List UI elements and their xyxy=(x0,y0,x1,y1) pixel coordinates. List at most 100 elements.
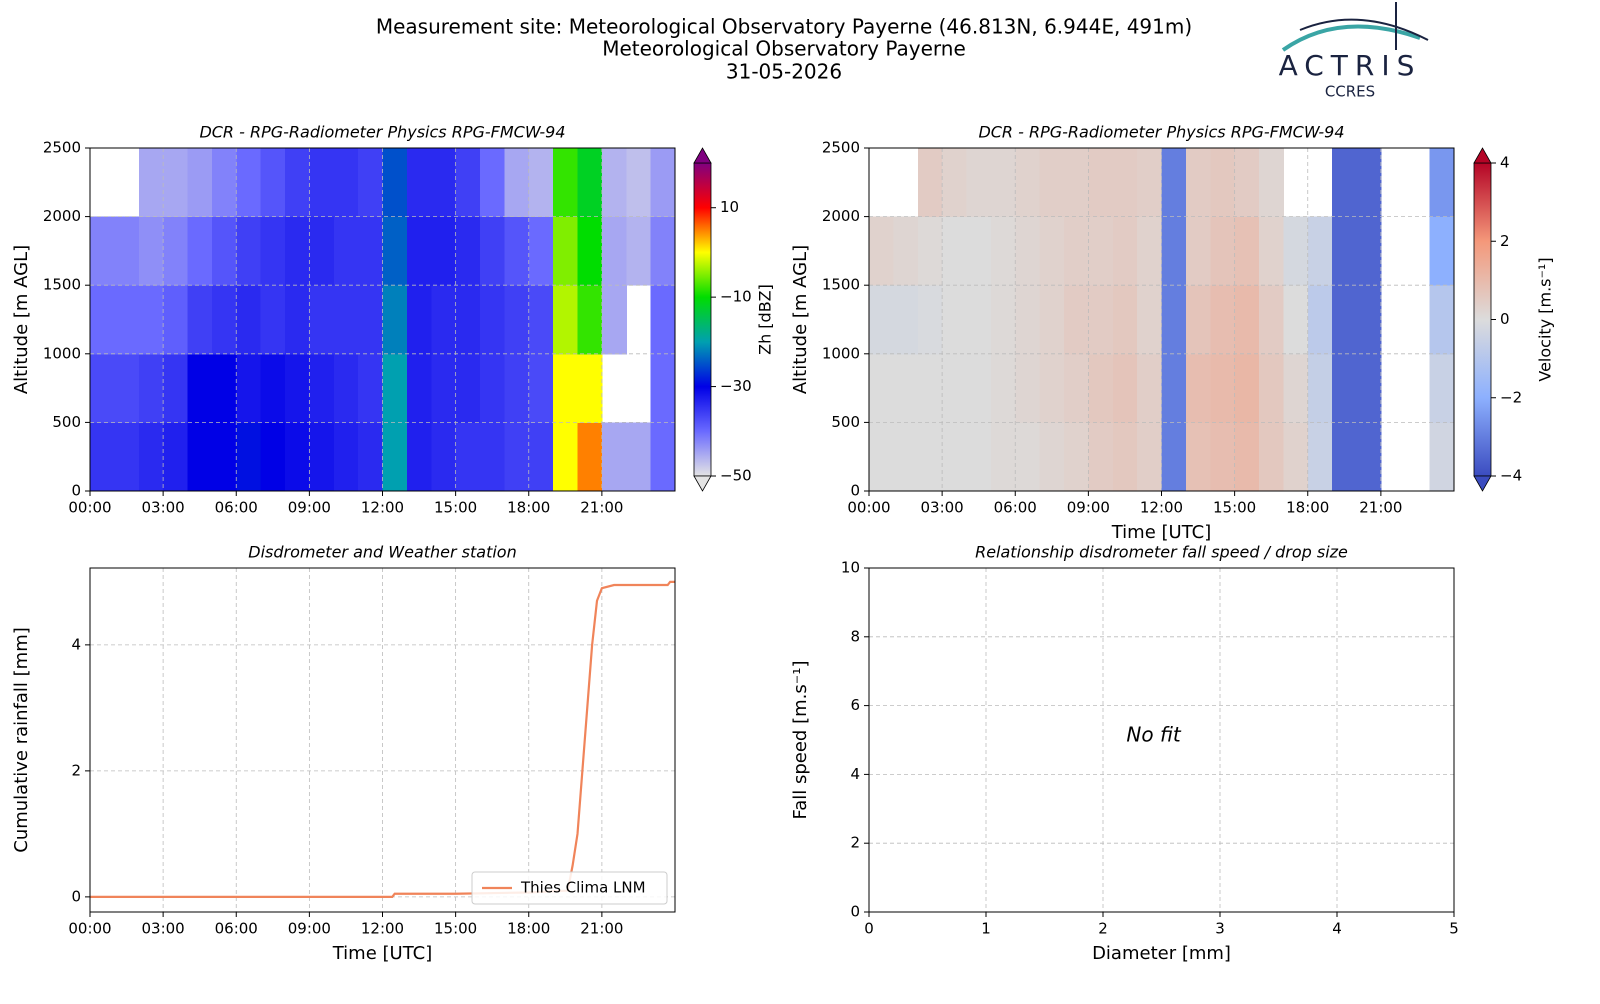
heatmap-cell xyxy=(358,285,383,355)
heatmap-cell xyxy=(1015,285,1041,355)
heatmap-cell xyxy=(1356,422,1382,492)
heatmap-cell xyxy=(1161,422,1187,492)
heatmap-cell xyxy=(431,285,457,355)
y-tick-label: 500 xyxy=(831,413,860,431)
colorbar-extend xyxy=(693,147,712,164)
x-tick-label: 3 xyxy=(1215,920,1225,938)
axes-frame xyxy=(89,567,676,913)
x-tick-label: 06:00 xyxy=(215,499,258,517)
heatmap-cell xyxy=(455,148,481,218)
heatmap-cell xyxy=(358,216,383,286)
heatmap-cell xyxy=(1259,148,1284,218)
heatmap-cell xyxy=(1234,422,1260,492)
heatmap-cell xyxy=(285,216,310,286)
heatmap-cell xyxy=(1356,285,1382,355)
heatmap-cell xyxy=(504,422,530,492)
heatmap-cell xyxy=(1210,422,1236,492)
heatmap-cell xyxy=(211,353,237,423)
y-tick-label: 2500 xyxy=(43,139,81,157)
heatmap-cell xyxy=(1356,148,1382,218)
heatmap-cell xyxy=(114,285,140,355)
heatmap-cell xyxy=(577,285,603,355)
heatmap-cell xyxy=(1064,148,1089,218)
header-date: 31-05-2026 xyxy=(726,60,842,84)
heatmap-cell xyxy=(1112,148,1138,218)
panel-title: Relationship disdrometer fall speed / dr… xyxy=(975,543,1348,562)
x-tick-label: 15:00 xyxy=(434,920,477,938)
annotation: No fit xyxy=(1126,723,1181,747)
heatmap-cell xyxy=(1137,216,1162,286)
heatmap-cell xyxy=(382,353,408,423)
heatmap-cell xyxy=(1015,422,1041,492)
heatmap-cell xyxy=(163,285,188,355)
heatmap-cell xyxy=(966,148,992,218)
heatmap-cell xyxy=(431,148,457,218)
heatmap-cell xyxy=(333,285,359,355)
colorbar-extend xyxy=(1473,147,1492,164)
x-tick-label: 1 xyxy=(981,920,991,938)
heatmap-cell xyxy=(869,216,894,286)
heatmap-cell xyxy=(1039,216,1065,286)
heatmap-cell xyxy=(236,285,262,355)
heatmap-cell xyxy=(626,148,652,218)
heatmap-cell xyxy=(577,353,603,423)
heatmap-cell xyxy=(358,422,383,492)
heatmap-cell xyxy=(650,148,676,218)
x-tick-label: 4 xyxy=(1332,920,1342,938)
panel-title: Disdrometer and Weather station xyxy=(248,543,516,562)
heatmap-cell xyxy=(601,285,627,355)
axes-frame xyxy=(89,147,676,492)
heatmap-cell xyxy=(553,285,578,355)
heatmap-cell xyxy=(1088,422,1114,492)
heatmap-cell xyxy=(138,422,164,492)
heatmap-cell xyxy=(138,285,164,355)
heatmap-cell xyxy=(260,422,286,492)
heatmap-cell xyxy=(650,285,676,355)
x-tick-label: 0 xyxy=(864,920,874,938)
heatmap-cell xyxy=(1307,285,1333,355)
heatmap-cell xyxy=(260,353,286,423)
heatmap-cell xyxy=(1356,216,1382,286)
colorbar-label: Zh [dBZ] xyxy=(756,284,775,355)
heatmap-cell xyxy=(1112,216,1138,286)
heatmap-cell xyxy=(990,422,1016,492)
heatmap-cell xyxy=(333,148,359,218)
heatmap-cell xyxy=(1234,285,1260,355)
x-tick-label: 03:00 xyxy=(921,499,964,517)
heatmap-cell xyxy=(1015,353,1041,423)
heatmap-cell xyxy=(285,353,310,423)
heatmap-cell xyxy=(406,422,432,492)
heatmap-cell xyxy=(1039,422,1065,492)
heatmap-cell xyxy=(553,422,578,492)
heatmap-cell xyxy=(1064,216,1089,286)
heatmap-cell xyxy=(187,148,213,218)
heatmap-cell xyxy=(163,353,188,423)
heatmap-cell xyxy=(942,353,967,423)
y-axis-label: Altitude [m AGL] xyxy=(11,245,32,394)
heatmap-cell xyxy=(1283,285,1309,355)
y-tick-label: 0 xyxy=(850,482,860,500)
colorbar-label: Velocity [m.s⁻¹] xyxy=(1536,257,1555,381)
heatmap-cell xyxy=(942,148,967,218)
heatmap-cell xyxy=(163,422,188,492)
heatmap-cell xyxy=(966,285,992,355)
y-tick-label: 2000 xyxy=(43,207,81,225)
colorbar-tick-label: −30 xyxy=(720,377,752,395)
y-tick-label: 2000 xyxy=(822,207,860,225)
heatmap-cell xyxy=(431,216,457,286)
x-axis-label: Time [UTC] xyxy=(1111,522,1212,543)
y-tick-label: 0 xyxy=(850,903,860,921)
heatmap-cell xyxy=(333,353,359,423)
heatmap-cell xyxy=(1429,422,1455,492)
heatmap-cell xyxy=(236,216,262,286)
heatmap-cell xyxy=(1332,148,1357,218)
heatmap-cell xyxy=(431,422,457,492)
heatmap-cell xyxy=(382,216,408,286)
heatmap-cell xyxy=(114,216,140,286)
x-tick-label: 21:00 xyxy=(580,499,623,517)
y-tick-label: 500 xyxy=(52,413,81,431)
y-tick-label: 10 xyxy=(841,559,860,577)
heatmap-cell xyxy=(1307,353,1333,423)
heatmap-cell xyxy=(382,285,408,355)
axes-frame xyxy=(868,567,1455,913)
